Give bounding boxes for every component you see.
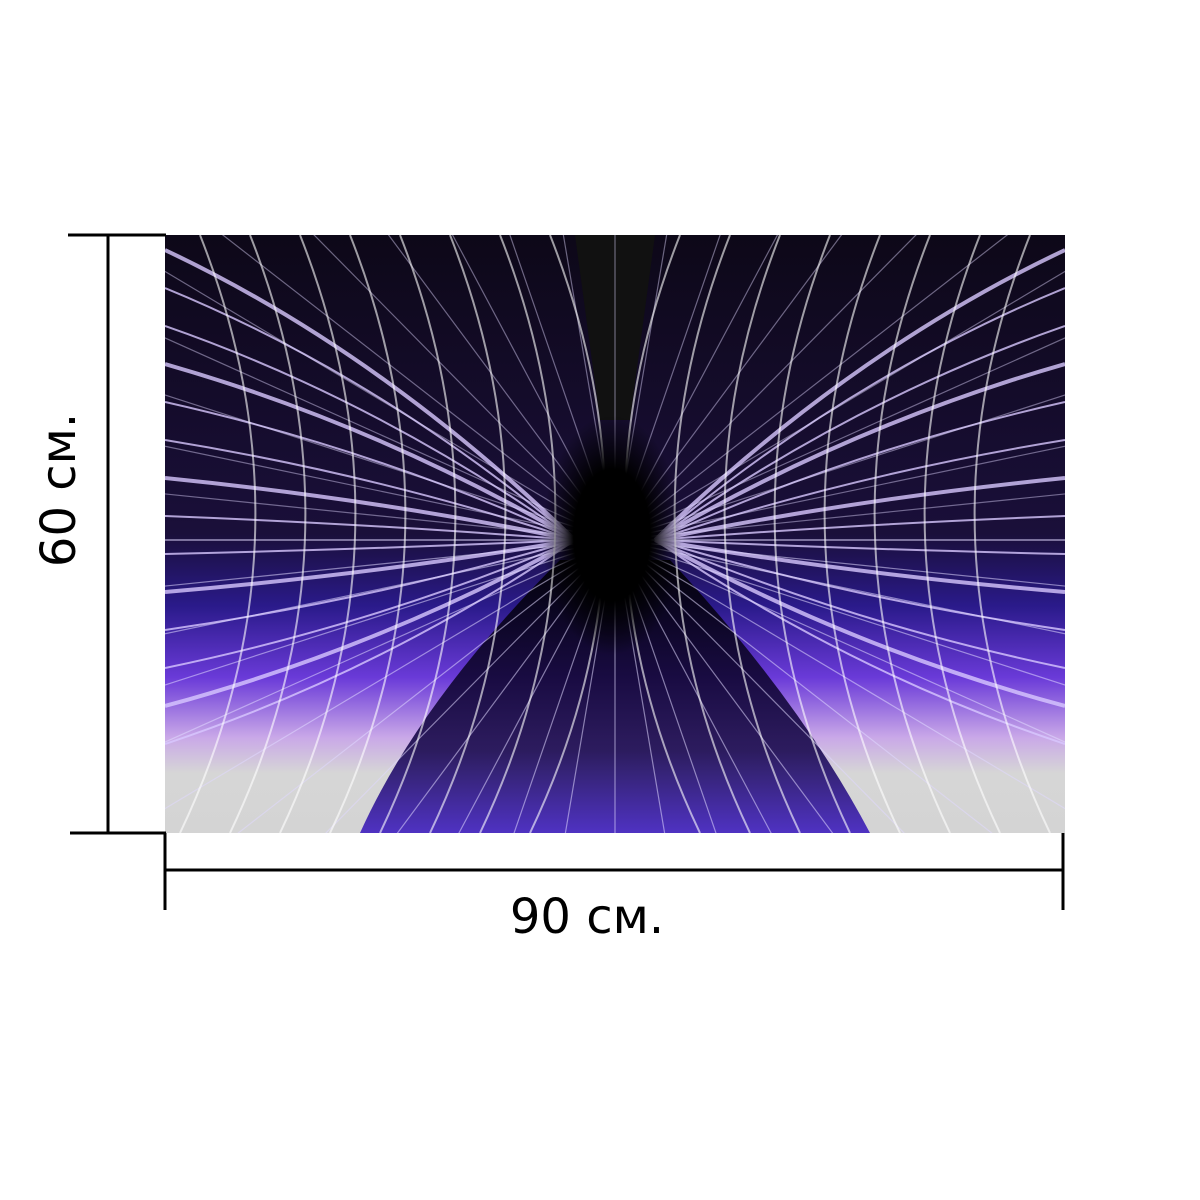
light-line	[654, 538, 1065, 594]
light-line	[325, 539, 616, 833]
light-line	[654, 325, 1065, 541]
light-line	[614, 539, 993, 833]
light-line	[654, 287, 1065, 541]
light-line	[614, 235, 779, 541]
height-label: 60 см.	[31, 413, 87, 567]
light-line	[614, 493, 1065, 541]
light-line	[923, 235, 1001, 833]
light-line	[237, 539, 616, 833]
light-line	[165, 248, 577, 542]
light-line	[165, 539, 576, 555]
light-line	[396, 539, 616, 833]
light-line	[614, 445, 1065, 541]
light-line	[823, 235, 901, 833]
light-line	[614, 539, 905, 833]
light-line	[165, 539, 576, 631]
light-line	[165, 439, 576, 541]
light-line	[654, 539, 1065, 631]
light-line	[614, 539, 1065, 635]
light-line	[165, 538, 576, 594]
light-line	[165, 539, 576, 669]
light-line	[614, 235, 843, 541]
light-line	[654, 476, 1065, 542]
light-line	[614, 270, 1065, 541]
light-line	[165, 287, 576, 541]
light-line	[165, 445, 616, 541]
light-line	[654, 515, 1065, 541]
light-line	[614, 235, 721, 541]
light-line	[165, 476, 576, 542]
light-line	[165, 539, 616, 686]
light-line	[329, 235, 407, 833]
light-line	[614, 539, 1065, 810]
light-line	[165, 539, 616, 635]
light-line	[654, 539, 1065, 669]
light-line	[614, 337, 1065, 541]
center-hole	[542, 415, 682, 655]
light-line	[279, 235, 357, 833]
light-line	[614, 539, 717, 833]
light-line	[614, 539, 834, 833]
light-line	[165, 270, 616, 541]
light-line	[653, 248, 1065, 542]
light-line	[614, 235, 917, 541]
width-label: 90 см.	[510, 889, 664, 945]
light-line	[564, 539, 616, 833]
top-gap	[575, 235, 655, 420]
light-line	[179, 235, 257, 833]
light-line	[773, 235, 851, 833]
light-line	[229, 235, 307, 833]
light-line	[654, 401, 1065, 541]
light-line	[723, 235, 801, 833]
light-line	[165, 337, 616, 541]
light-line	[509, 235, 616, 541]
light-line	[379, 235, 457, 833]
light-line	[165, 515, 576, 541]
light-line	[165, 325, 576, 541]
light-line	[614, 235, 1009, 541]
light-line	[614, 539, 772, 833]
light-line	[313, 235, 616, 541]
light-line	[614, 539, 1065, 587]
light-line	[614, 539, 1065, 686]
light-line	[165, 493, 616, 541]
light-line	[614, 394, 1065, 541]
light-line	[973, 235, 1051, 833]
light-line	[387, 235, 616, 541]
light-line	[221, 235, 616, 541]
light-line	[654, 539, 1065, 555]
light-line	[165, 539, 616, 587]
light-line	[653, 362, 1065, 542]
light-line	[165, 394, 616, 541]
light-line	[165, 401, 576, 541]
light-line	[165, 539, 616, 810]
light-line	[165, 538, 576, 708]
light-line	[654, 538, 1065, 708]
light-line	[513, 539, 616, 833]
light-line	[429, 235, 507, 833]
light-line	[165, 362, 577, 542]
light-line	[451, 235, 616, 541]
light-line	[873, 235, 951, 833]
light-line	[654, 439, 1065, 541]
light-line	[458, 539, 616, 833]
light-line	[614, 539, 666, 833]
